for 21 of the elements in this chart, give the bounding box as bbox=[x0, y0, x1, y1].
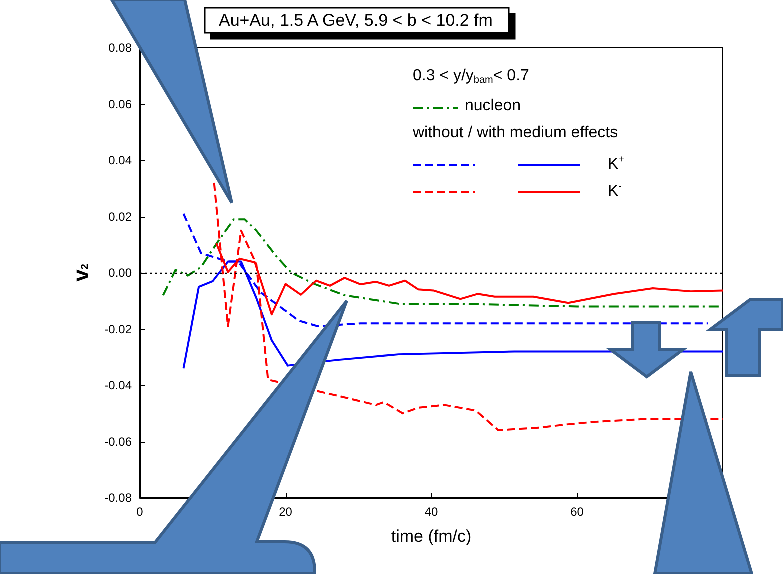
chart-title: Au+Au, 1.5 A GeV, 5.9 < b < 10.2 fm bbox=[219, 11, 493, 30]
legend-label: K+ bbox=[608, 154, 625, 173]
x-tick-label: 60 bbox=[570, 505, 584, 519]
y-tick-label: 0.00 bbox=[108, 266, 132, 280]
y-tick-label: -0.04 bbox=[104, 378, 132, 392]
y-tick-label: 0.04 bbox=[108, 154, 132, 168]
annotation: without / with medium effects bbox=[412, 124, 618, 142]
legend-label: K- bbox=[608, 182, 622, 200]
y-tick-label: -0.02 bbox=[104, 322, 132, 336]
y-tick-label: 0.08 bbox=[108, 41, 132, 55]
y-tick-label: -0.08 bbox=[104, 491, 132, 505]
x-tick-label: 20 bbox=[279, 505, 293, 519]
x-tick-label: 0 bbox=[136, 505, 144, 519]
legend-label: nucleon bbox=[465, 98, 522, 114]
y-tick-label: 0.06 bbox=[108, 97, 132, 112]
y-tick-label: -0.06 bbox=[104, 434, 132, 449]
x-axis-title: time (fm/c) bbox=[391, 527, 472, 546]
x-tick-label: 40 bbox=[424, 505, 438, 519]
y-axis-title: v2 bbox=[68, 264, 94, 282]
line-series bbox=[213, 182, 724, 432]
y-tick-label: 0.02 bbox=[108, 210, 132, 224]
